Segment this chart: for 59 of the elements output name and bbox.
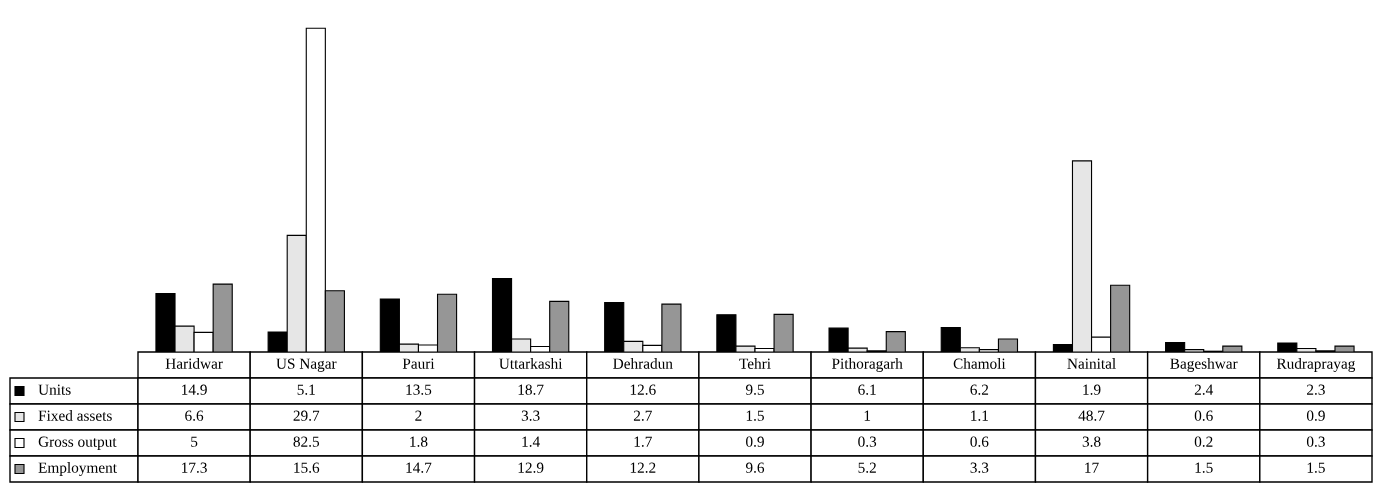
x-tick-label: Bageshwar bbox=[1170, 358, 1238, 372]
data-label: 5.1 bbox=[297, 384, 315, 395]
data-label: 3.3 bbox=[970, 462, 989, 473]
legend-label: Gross output bbox=[38, 436, 117, 450]
x-tick-label: Pithoragarh bbox=[831, 358, 903, 372]
x-tick-label: Chamoli bbox=[953, 358, 1006, 369]
x-tick-label: Nainital bbox=[1067, 358, 1116, 369]
data-label: 1.9 bbox=[1083, 384, 1101, 395]
data-label: 2.4 bbox=[1194, 384, 1214, 395]
data-label: 3.8 bbox=[1082, 436, 1101, 447]
data-label: 2.7 bbox=[633, 410, 652, 421]
data-label: 2 bbox=[415, 410, 422, 421]
data-label: 14.9 bbox=[182, 384, 207, 395]
data-label: 1 bbox=[864, 410, 871, 421]
data-label: 29.7 bbox=[293, 410, 320, 421]
x-tick-label: Tehri bbox=[739, 358, 771, 369]
x-tick-label: Haridwar bbox=[165, 358, 223, 369]
data-label: 6.6 bbox=[185, 410, 204, 421]
data-label: 1.4 bbox=[522, 436, 540, 447]
legend-label: Fixed assets bbox=[38, 410, 112, 421]
data-label: 82.5 bbox=[293, 436, 320, 447]
data-label: 3.3 bbox=[521, 410, 540, 421]
data-label: 2.3 bbox=[1307, 384, 1325, 395]
data-label: 13.5 bbox=[406, 384, 432, 395]
legend-label: Employment bbox=[38, 462, 117, 476]
legend-label: Units bbox=[38, 384, 71, 395]
x-tick-label: Rudraprayag bbox=[1276, 358, 1356, 372]
data-label: 12.2 bbox=[630, 462, 656, 473]
data-label: 0.6 bbox=[970, 436, 989, 447]
data-label: 48.7 bbox=[1078, 410, 1105, 421]
data-label: 0.2 bbox=[1194, 436, 1213, 447]
data-label: 18.7 bbox=[518, 384, 544, 395]
data-label: 6.2 bbox=[970, 384, 989, 395]
data-label: 0.9 bbox=[1306, 410, 1325, 421]
data-label: 9.5 bbox=[745, 384, 764, 395]
x-tick-label: Uttarkashi bbox=[499, 358, 563, 369]
data-label: 17 bbox=[1085, 462, 1099, 473]
data-label: 12.9 bbox=[518, 462, 544, 473]
data-label: 0.6 bbox=[1194, 410, 1213, 421]
data-label: 15.6 bbox=[294, 462, 320, 473]
data-label: 1.5 bbox=[746, 410, 764, 421]
x-tick-label: Pauri bbox=[402, 358, 435, 369]
data-label: 5 bbox=[191, 436, 198, 447]
data-label: 12.6 bbox=[630, 384, 656, 395]
data-label: 0.9 bbox=[746, 436, 764, 447]
data-label: 14.7 bbox=[406, 462, 432, 473]
data-label: 0.3 bbox=[1306, 436, 1325, 447]
data-label: 9.6 bbox=[745, 462, 765, 473]
x-tick-label: US Nagar bbox=[276, 358, 337, 372]
data-label: 0.3 bbox=[858, 436, 877, 447]
data-label: 6.1 bbox=[858, 384, 876, 395]
data-label: 1.1 bbox=[971, 410, 988, 421]
data-label: 1.5 bbox=[1307, 462, 1325, 473]
data-label: 1.8 bbox=[410, 436, 428, 447]
data-label: 5.2 bbox=[858, 462, 876, 473]
x-tick-label: Dehradun bbox=[613, 358, 673, 369]
data-label: 17.3 bbox=[182, 462, 207, 473]
data-label: 1.5 bbox=[1195, 462, 1213, 473]
data-label: 1.7 bbox=[634, 436, 652, 447]
